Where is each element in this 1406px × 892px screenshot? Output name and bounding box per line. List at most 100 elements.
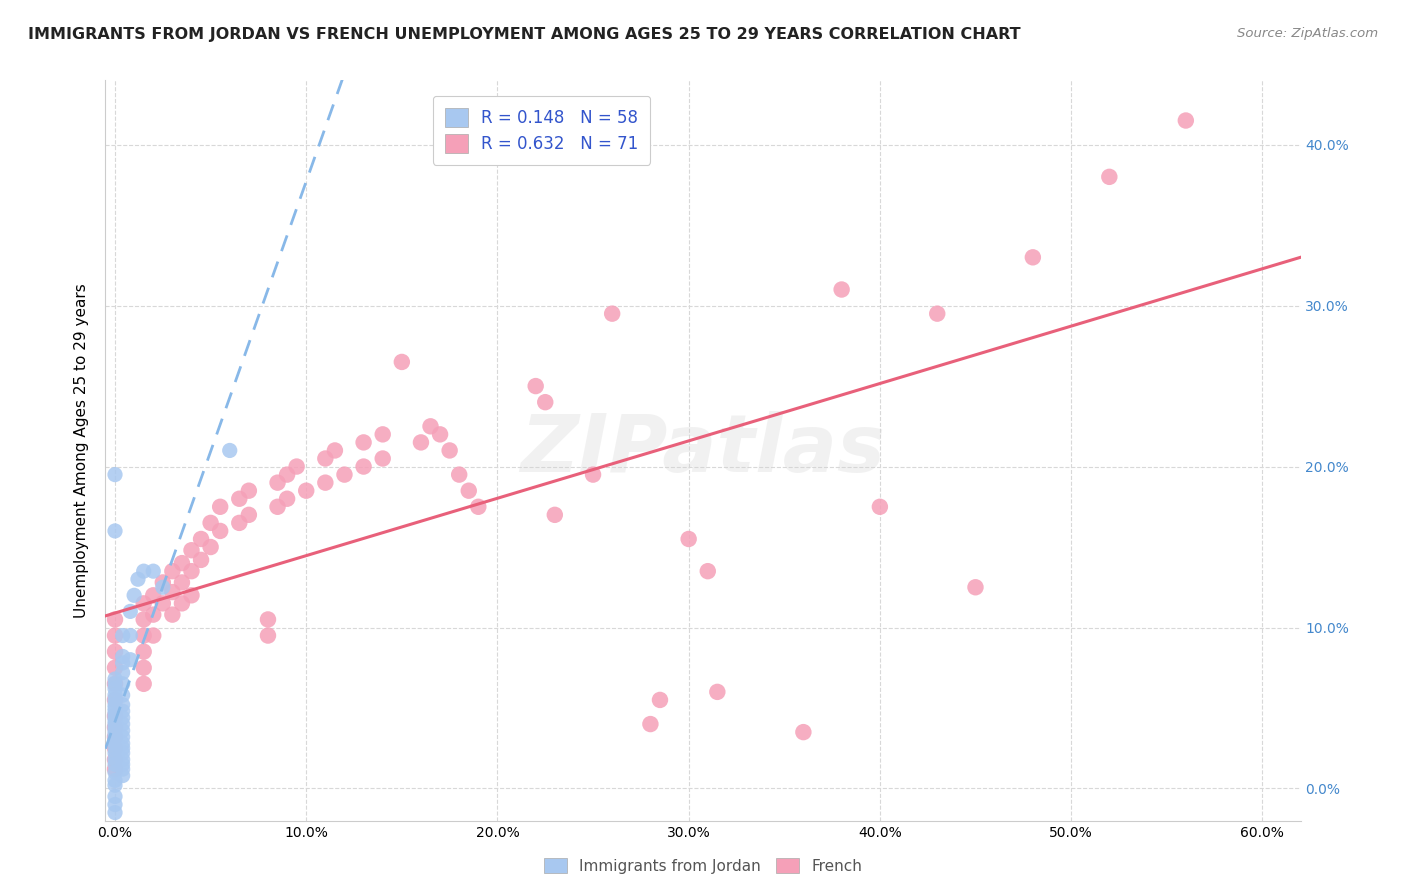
Point [104, 672, 127, 686]
Point [706, 685, 728, 699]
Point [1174, 113, 1197, 128]
Point [965, 580, 987, 594]
Y-axis label: Unemployment Among Ages 25 to 29 years: Unemployment Among Ages 25 to 29 years [75, 283, 90, 618]
Point [190, 553, 212, 567]
Point [111, 656, 134, 670]
Point [104, 765, 127, 780]
Point [467, 500, 489, 514]
Point [648, 693, 671, 707]
Point [104, 773, 127, 788]
Point [122, 588, 145, 602]
Point [111, 711, 134, 725]
Point [111, 752, 134, 766]
Legend: Immigrants from Jordan, French: Immigrants from Jordan, French [538, 852, 868, 880]
Point [142, 588, 165, 602]
Point [190, 532, 212, 546]
Point [170, 596, 193, 610]
Text: ZIPatlas: ZIPatlas [520, 411, 886, 490]
Point [104, 661, 127, 675]
Point [353, 459, 375, 474]
Point [104, 717, 127, 731]
Point [132, 564, 155, 578]
Point [295, 483, 318, 498]
Point [111, 736, 134, 750]
Point [524, 379, 547, 393]
Point [534, 395, 557, 409]
Point [391, 355, 413, 369]
Point [276, 467, 298, 482]
Point [104, 707, 127, 722]
Point [457, 483, 479, 498]
Text: Source: ZipAtlas.com: Source: ZipAtlas.com [1237, 27, 1378, 40]
Point [544, 508, 567, 522]
Point [104, 741, 127, 756]
Point [132, 596, 155, 610]
Point [266, 500, 288, 514]
Point [111, 741, 134, 756]
Point [111, 665, 134, 680]
Point [180, 543, 202, 558]
Point [104, 805, 127, 820]
Point [170, 556, 193, 570]
Point [132, 628, 155, 642]
Point [678, 532, 700, 546]
Point [104, 752, 127, 766]
Legend: R = 0.148   N = 58, R = 0.632   N = 71: R = 0.148 N = 58, R = 0.632 N = 71 [433, 96, 651, 164]
Point [104, 711, 127, 725]
Point [792, 725, 814, 739]
Point [111, 628, 134, 642]
Point [218, 443, 240, 458]
Point [409, 435, 432, 450]
Point [104, 789, 127, 804]
Point [104, 720, 127, 734]
Point [120, 653, 142, 667]
Point [104, 720, 127, 734]
Point [104, 741, 127, 756]
Point [276, 491, 298, 506]
Point [111, 762, 134, 776]
Point [104, 752, 127, 766]
Point [314, 451, 336, 466]
Point [353, 435, 375, 450]
Point [257, 628, 280, 642]
Point [314, 475, 336, 490]
Point [104, 733, 127, 747]
Point [104, 524, 127, 538]
Point [152, 596, 174, 610]
Point [111, 688, 134, 702]
Point [257, 612, 280, 626]
Point [132, 645, 155, 659]
Point [132, 612, 155, 626]
Point [200, 540, 222, 554]
Point [111, 677, 134, 691]
Point [104, 693, 127, 707]
Point [127, 572, 149, 586]
Point [152, 575, 174, 590]
Point [228, 516, 250, 530]
Point [104, 723, 127, 738]
Point [371, 427, 394, 442]
Point [209, 524, 232, 538]
Point [285, 459, 308, 474]
Point [831, 283, 853, 297]
Point [439, 443, 461, 458]
Point [419, 419, 441, 434]
Point [371, 451, 394, 466]
Point [104, 746, 127, 760]
Point [429, 427, 451, 442]
Point [162, 585, 184, 599]
Point [170, 575, 193, 590]
Point [266, 475, 288, 490]
Point [869, 500, 891, 514]
Point [104, 797, 127, 812]
Point [200, 516, 222, 530]
Point [333, 467, 356, 482]
Point [104, 730, 127, 744]
Point [238, 508, 260, 522]
Point [323, 443, 346, 458]
Point [104, 736, 127, 750]
Point [696, 564, 718, 578]
Point [111, 704, 134, 718]
Point [582, 467, 605, 482]
Point [104, 688, 127, 702]
